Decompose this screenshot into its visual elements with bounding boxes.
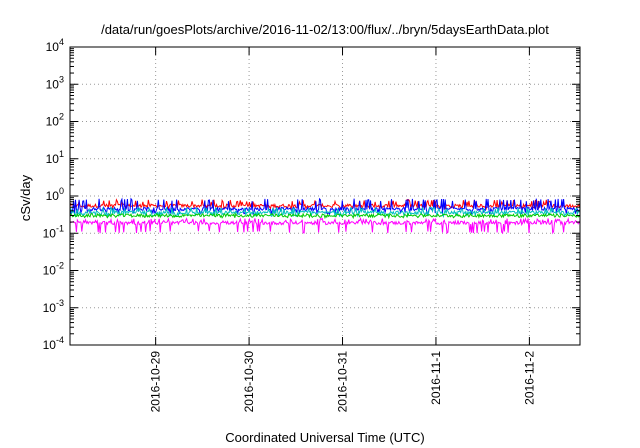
- chart-title: /data/run/goesPlots/archive/2016-11-02/1…: [101, 22, 549, 37]
- y-tick-label: 104: [46, 37, 64, 54]
- series-line-3: [69, 205, 581, 219]
- y-tick-label: 10-2: [43, 261, 64, 278]
- x-tick-label: 2016-10-31: [336, 351, 350, 413]
- series-line-5: [69, 217, 581, 235]
- y-tick-label: 102: [46, 112, 64, 129]
- series-layer: [69, 197, 581, 235]
- x-tick-label: 2016-10-29: [149, 351, 163, 413]
- y-axis-label: cSv/day: [18, 174, 33, 221]
- x-axis-label: Coordinated Universal Time (UTC): [225, 430, 424, 445]
- y-tick-label: 100: [46, 186, 64, 203]
- y-tick-label: 10-3: [43, 298, 64, 315]
- y-tick-label: 101: [46, 149, 64, 166]
- x-tick-label: 2016-11-2: [522, 351, 536, 405]
- ticks: [70, 46, 580, 346]
- y-tick-label: 103: [46, 74, 64, 91]
- x-tick-label: 2016-11-1: [429, 351, 443, 405]
- x-tick-label: 2016-10-30: [242, 351, 256, 413]
- grid: [70, 47, 580, 345]
- y-tick-label: 10-1: [43, 223, 64, 240]
- series-line-4: [69, 212, 581, 220]
- series-line-1: [69, 198, 581, 211]
- tick-labels: 104 103 102 101 100 10-1 10-2 10-3 10-4 2016-10-2…: [43, 37, 537, 412]
- y-tick-label: 10-4: [43, 335, 64, 352]
- series-line-2: [69, 197, 581, 216]
